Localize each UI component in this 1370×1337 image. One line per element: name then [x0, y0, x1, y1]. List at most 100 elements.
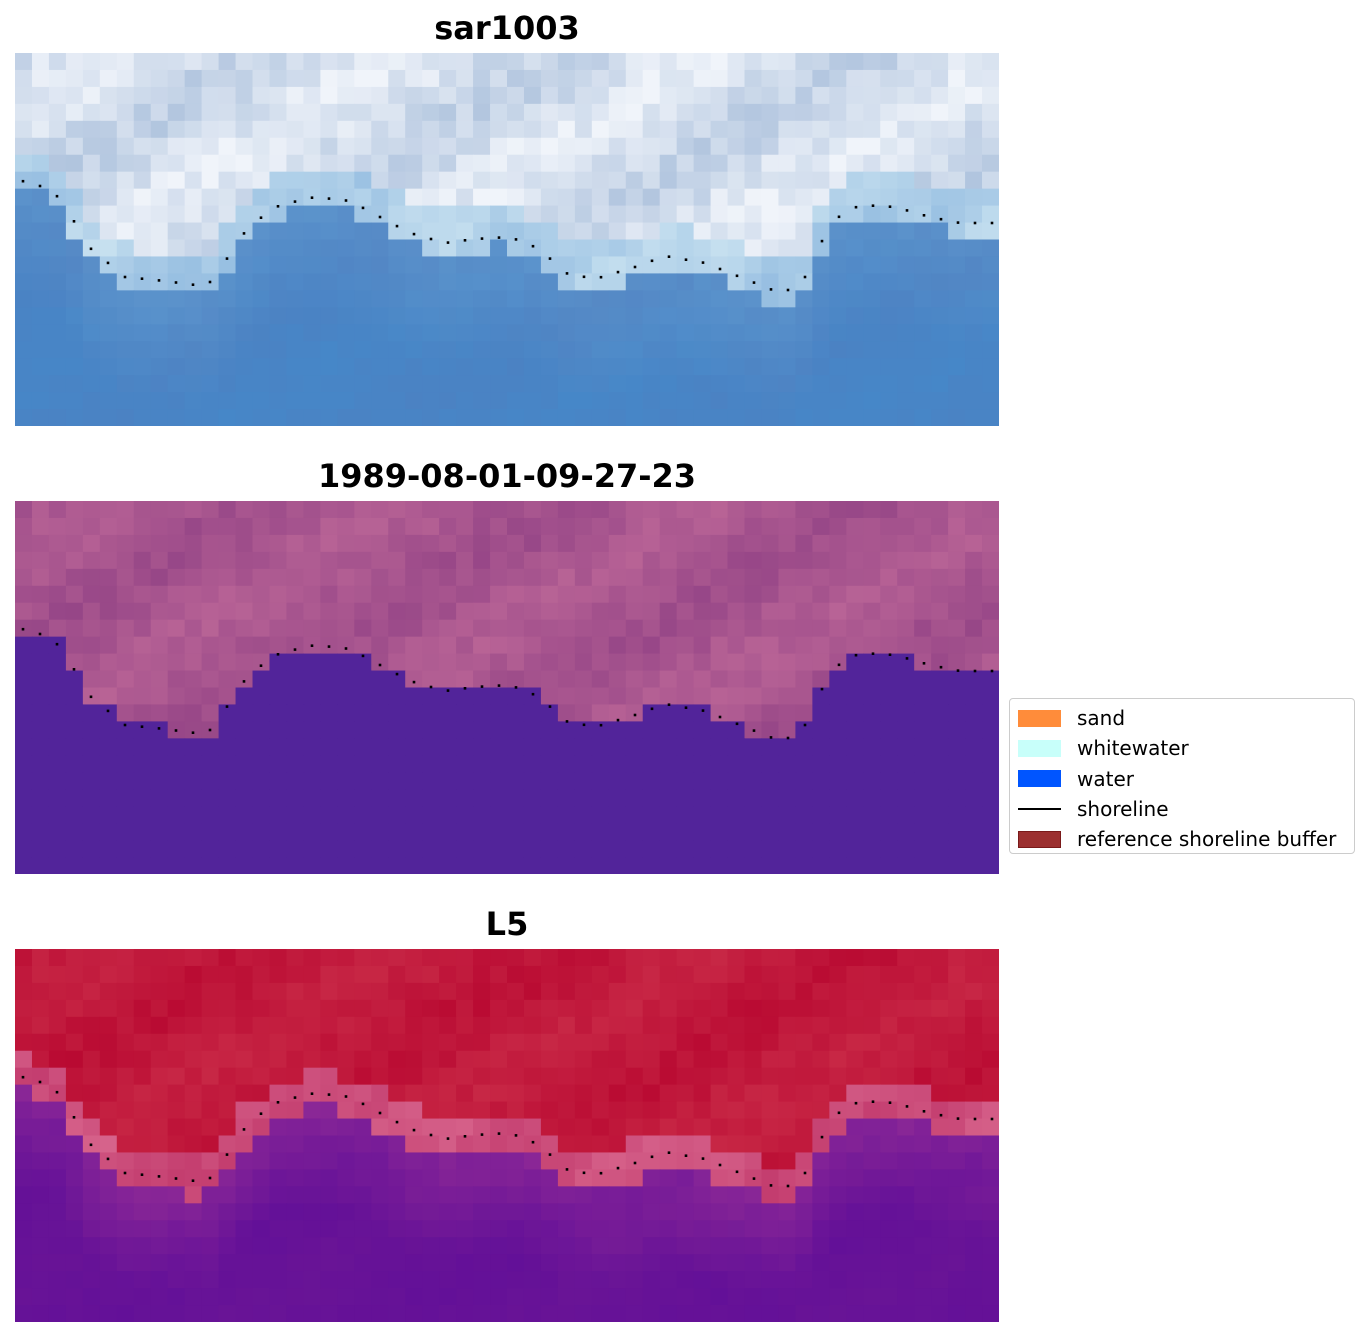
shoreline-point: [293, 1096, 297, 1099]
shoreline-point: [990, 221, 994, 225]
shoreline-point: [837, 663, 841, 667]
shoreline-point: [905, 657, 909, 660]
shoreline-point: [412, 1128, 416, 1132]
shoreline-point: [89, 247, 93, 251]
shoreline-point: [157, 727, 161, 730]
shoreline-point: [752, 281, 756, 284]
shoreline-point: [429, 1133, 433, 1137]
shoreline-point: [565, 720, 569, 723]
shoreline-point: [497, 236, 501, 239]
shoreline-point: [106, 709, 110, 713]
shoreline-point: [123, 1171, 127, 1175]
shoreline-point: [633, 265, 637, 269]
shoreline-point: [140, 1173, 144, 1176]
shoreline-point: [123, 723, 127, 727]
shoreline-point: [446, 689, 450, 692]
shoreline-point: [752, 1177, 756, 1180]
shoreline-point: [191, 1179, 195, 1182]
shoreline-point: [803, 1171, 807, 1175]
shoreline-point: [820, 1135, 824, 1139]
shoreline-point: [497, 684, 501, 687]
legend-label-water: water: [1077, 766, 1134, 791]
shoreline-point: [616, 1166, 620, 1170]
shoreline-point: [514, 1134, 518, 1137]
shoreline-point: [922, 662, 926, 665]
shoreline-point: [820, 687, 824, 691]
shoreline-point: [871, 204, 875, 207]
shoreline-point: [293, 200, 297, 203]
shoreline-point: [480, 685, 484, 688]
shoreline-point: [310, 1092, 314, 1095]
image-pixels: [15, 53, 999, 426]
shoreline-point: [599, 723, 603, 727]
shoreline-point: [837, 215, 841, 219]
legend-item-water: water: [1010, 764, 1354, 794]
panel-title-3: L5: [485, 905, 529, 943]
shoreline-point: [922, 214, 926, 217]
shoreline-point: [191, 731, 195, 734]
shoreline-point: [718, 1163, 722, 1167]
shoreline-point: [684, 1154, 688, 1157]
shoreline-point: [378, 1111, 382, 1115]
shoreline-point: [718, 715, 722, 719]
shoreline-point: [803, 723, 807, 727]
image-pixels: [15, 949, 999, 1322]
shoreline-point: [157, 1175, 161, 1178]
shoreline-point: [582, 275, 586, 279]
shoreline-point: [633, 1161, 637, 1165]
shoreline-point: [361, 654, 365, 658]
shoreline-point: [667, 703, 671, 706]
shoreline-point: [55, 642, 59, 646]
shoreline-point: [718, 267, 722, 271]
shoreline-point: [38, 1080, 42, 1084]
shoreline-point: [72, 220, 76, 223]
shoreline-point: [616, 270, 620, 274]
legend-item-shoreline: shoreline: [1010, 794, 1354, 824]
shoreline-point: [276, 205, 280, 208]
shoreline-point: [548, 705, 552, 708]
shoreline-point: [140, 725, 144, 728]
shoreline-point: [786, 288, 790, 292]
legend-label-whitewater: whitewater: [1077, 736, 1189, 761]
shoreline-point: [293, 648, 297, 651]
shoreline-point: [990, 1117, 994, 1121]
shoreline-point: [327, 645, 331, 648]
shoreline-point: [463, 687, 467, 690]
shoreline-point: [327, 197, 331, 200]
shoreline-point: [55, 1090, 59, 1094]
shoreline-point: [157, 279, 161, 282]
shoreline-point: [21, 1075, 25, 1079]
shoreline-point: [361, 1102, 365, 1106]
shoreline-point: [667, 1151, 671, 1154]
shoreline-point: [361, 206, 365, 210]
shoreline-point: [990, 669, 994, 673]
shoreline-point: [973, 669, 977, 673]
shoreline-point: [480, 1133, 484, 1136]
shoreline-point: [276, 1101, 280, 1104]
shoreline-point: [786, 736, 790, 740]
shoreline-point: [701, 1157, 705, 1160]
shoreline-point: [463, 1135, 467, 1138]
shoreline-point: [344, 647, 348, 650]
shoreline-point: [769, 736, 773, 739]
shoreline-point: [514, 238, 518, 241]
shoreline-point: [463, 239, 467, 242]
shoreline-point: [888, 205, 892, 208]
shoreline-point: [174, 1177, 178, 1180]
legend-line-shoreline: [1018, 808, 1061, 811]
legend-swatch-sand: [1018, 709, 1061, 727]
shoreline-point: [395, 672, 399, 676]
shoreline-point: [89, 1143, 93, 1147]
shoreline-point: [412, 680, 416, 684]
shoreline-point: [429, 685, 433, 689]
shoreline-point: [956, 669, 960, 672]
shoreline-point: [786, 1184, 790, 1188]
shoreline-point: [140, 277, 144, 280]
shoreline-point: [956, 221, 960, 224]
shoreline-point: [412, 232, 416, 236]
legend-swatch-reference-buffer: [1018, 830, 1061, 848]
shoreline-point: [327, 1093, 331, 1096]
legend-label-shoreline: shoreline: [1077, 797, 1169, 822]
shoreline-point: [633, 713, 637, 717]
shoreline-point: [242, 232, 246, 235]
